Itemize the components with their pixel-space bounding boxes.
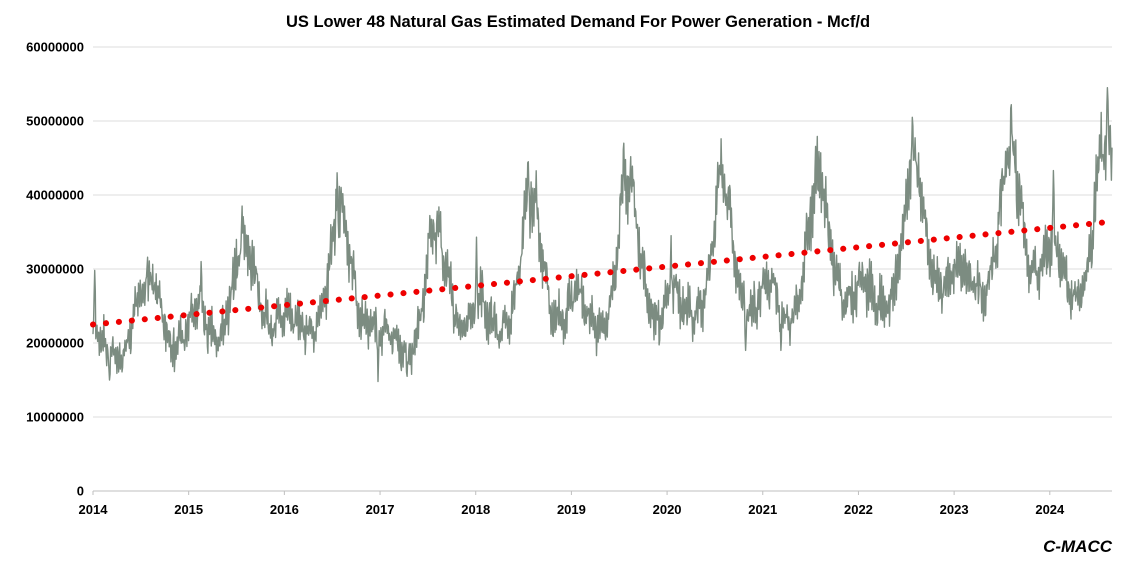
- chart-title: US Lower 48 Natural Gas Estimated Demand…: [286, 13, 870, 31]
- watermark-cmacc: C-MACC: [1043, 537, 1113, 556]
- x-axis-labels: 2014 2015 2016 2017 2018 2019 2020 2021 2022 2023…: [79, 502, 1065, 517]
- y-tick-label: 50000000: [26, 114, 84, 129]
- y-tick-label: 10000000: [26, 410, 84, 425]
- x-tick-label: 2020: [653, 502, 682, 517]
- y-tick-label: 30000000: [26, 262, 84, 277]
- x-tick-label: 2023: [940, 502, 969, 517]
- x-tick-label: 2016: [270, 502, 299, 517]
- x-tick-label: 2018: [461, 502, 490, 517]
- trend-line: [90, 218, 1115, 328]
- gridlines: [93, 46, 1112, 418]
- y-axis-labels: 0 10000000 20000000 30000000 40000000 5000000…: [26, 40, 84, 499]
- x-tick-label: 2017: [366, 502, 395, 517]
- x-tick-label: 2024: [1035, 502, 1065, 517]
- y-tick-label: 20000000: [26, 336, 84, 351]
- x-tick-label: 2021: [748, 502, 777, 517]
- x-tick-label: 2022: [844, 502, 873, 517]
- y-tick-label: 60000000: [26, 40, 84, 55]
- x-axis: [92, 490, 1112, 495]
- x-tick-label: 2019: [557, 502, 586, 517]
- x-tick-label: 2015: [174, 502, 203, 517]
- y-tick-label: 40000000: [26, 188, 84, 203]
- y-tick-label: 0: [77, 484, 84, 499]
- x-tick-label: 2014: [79, 502, 109, 517]
- demand-series-line: [92, 87, 1113, 383]
